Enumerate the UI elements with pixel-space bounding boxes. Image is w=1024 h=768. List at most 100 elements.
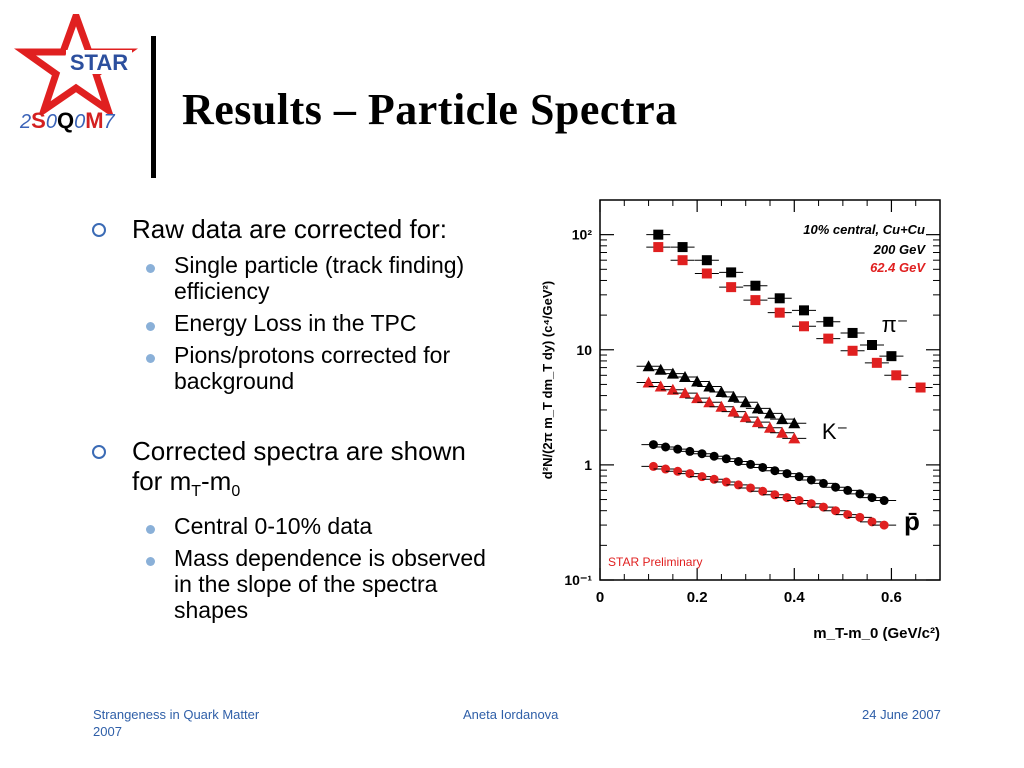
data-point-triangle [703, 396, 716, 408]
data-point-square [677, 255, 688, 266]
bullet-text: Raw data are corrected for: [132, 214, 448, 244]
data-point-circle [648, 461, 658, 471]
data-point-circle [843, 485, 853, 495]
data-point-circle [867, 517, 877, 527]
dot-bullet-icon [146, 252, 174, 304]
data-point-circle [758, 486, 768, 496]
data-point-square [799, 321, 809, 332]
bullet-list: Raw data are corrected for: Single parti… [90, 214, 500, 629]
data-point-square [653, 229, 664, 240]
data-point-circle [661, 442, 671, 452]
footer-conference: Strangeness in Quark Matter 2007 [93, 707, 260, 739]
data-point-circle [709, 451, 719, 461]
data-point-circle [879, 520, 889, 530]
sub-bullet-item: Central 0-10% data [90, 513, 500, 539]
data-point-circle [770, 466, 780, 476]
data-point-square [750, 295, 761, 306]
data-point-triangle [654, 363, 667, 375]
data-point-triangle [788, 417, 801, 429]
annotation-pbar: p̄ [904, 506, 920, 536]
data-point-square [653, 242, 664, 253]
title-divider [151, 36, 156, 178]
annotation-pi: π⁻ [882, 312, 909, 337]
sub-bullet-text: Pions/protons corrected for background [174, 342, 451, 394]
subscript-0: 0 [231, 483, 241, 501]
data-point-square [823, 316, 834, 327]
data-point-square [774, 307, 785, 318]
data-point-circle [721, 477, 731, 487]
data-point-circle [794, 472, 804, 482]
annotation-energy-200: 200 GeV [873, 242, 927, 257]
sub-bullet-text: Central 0-10% data [174, 513, 373, 540]
y-axis-title: d²N/(2π m_T dm_T dy) (c⁴/GeV²) [540, 281, 555, 479]
footer-author: Aneta Iordanova [463, 707, 559, 722]
data-point-square [774, 293, 785, 304]
sub-bullet-text: Energy Loss in the TPC [174, 310, 417, 336]
data-point-circle [818, 478, 828, 488]
y-tick-label: 1 [584, 457, 592, 473]
data-point-triangle [739, 411, 752, 423]
data-point-circle [673, 444, 683, 454]
sub-bullet-item: Pions/protons corrected for background [90, 342, 500, 394]
data-point-circle [855, 512, 865, 522]
data-point-circle [831, 506, 841, 516]
x-tick-label: 0 [596, 589, 604, 606]
subscript-t: T [191, 483, 202, 501]
dot-bullet-icon [146, 310, 174, 336]
data-point-square [799, 305, 809, 316]
data-point-triangle [691, 375, 704, 387]
annotation-preliminary: STAR Preliminary [608, 555, 702, 569]
data-point-circle [806, 475, 816, 485]
logo-digit: 0 [74, 111, 86, 133]
sub-bullet-text: Single particle (track finding) efficien… [174, 252, 465, 304]
data-point-circle [648, 440, 658, 450]
data-point-triangle [727, 390, 740, 402]
logo-sqm-text: 2S0Q0M7 [20, 108, 115, 134]
data-point-triangle [751, 402, 764, 414]
bullet-item: Corrected spectra are shown for mT-m0 [90, 436, 500, 507]
logo-star-text: STAR [70, 50, 128, 75]
footer-date: 24 June 2007 [862, 707, 941, 722]
data-point-square [701, 255, 712, 266]
logo-digit: 0 [45, 111, 57, 133]
y-tick-label: 10⁻¹ [564, 572, 592, 588]
dot-bullet-icon [146, 513, 174, 539]
star-logo-icon: STAR [14, 5, 138, 119]
data-point-triangle [715, 400, 728, 412]
x-tick-label: 0.4 [784, 589, 806, 606]
data-point-triangle [703, 380, 716, 392]
data-point-triangle [679, 371, 691, 383]
x-axis-title: m_T-m_0 (GeV/c²) [813, 625, 940, 642]
y-tick-label: 10² [572, 227, 593, 243]
logo-letter-q: Q [56, 108, 75, 133]
data-point-triangle [679, 387, 691, 399]
data-point-triangle [666, 367, 679, 379]
data-point-circle [746, 483, 756, 493]
data-point-circle [697, 449, 707, 459]
data-point-square [823, 333, 834, 344]
data-point-square [750, 280, 761, 291]
data-point-triangle [666, 383, 679, 395]
particle-spectra-chart: 0 0.2 0.4 0.6 10⁻¹ 1 10 10² 10% central, Cu+Cu 20… [540, 199, 941, 642]
logo-digit: 2 [20, 111, 32, 133]
data-point-circle [818, 502, 828, 512]
data-point-circle [831, 482, 841, 492]
ring-bullet-icon [90, 436, 132, 507]
data-point-square [847, 345, 858, 356]
data-point-triangle [776, 413, 789, 425]
data-point-circle [661, 464, 671, 474]
logo-letter-m: M [85, 108, 104, 133]
data-point-square [871, 357, 882, 368]
slide-title: Results – Particle Spectra [182, 85, 678, 134]
data-point-triangle [764, 421, 776, 433]
data-point-circle [733, 480, 743, 490]
data-point-triangle [776, 426, 789, 438]
data-point-square [726, 282, 737, 293]
data-point-square [867, 340, 877, 351]
sub-bullet-item: Energy Loss in the TPC [90, 310, 500, 336]
bullet-item: Raw data are corrected for: [90, 214, 500, 246]
bullet-text-part: -m [201, 466, 232, 496]
x-tick-label: 0.6 [881, 589, 902, 606]
logo-digit: 7 [103, 111, 115, 133]
data-point-square [726, 267, 737, 278]
